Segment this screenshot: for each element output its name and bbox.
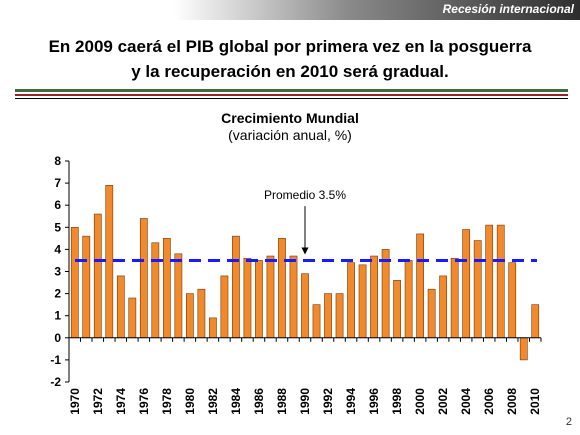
bar-1990 xyxy=(301,273,309,339)
headline-line-1: En 2009 caerá el PIB global por primera … xyxy=(48,37,532,56)
bar-2003 xyxy=(450,257,459,339)
bar-2001 xyxy=(427,288,436,339)
y-tick-label: 1 xyxy=(54,309,61,323)
banner-label: Recesión internacional xyxy=(442,2,574,16)
bar-1986 xyxy=(255,260,263,339)
bar-1989 xyxy=(289,255,298,339)
page-number: 2 xyxy=(565,416,572,428)
x-tick-label: 2010 xyxy=(528,388,542,415)
x-tick-label: 1976 xyxy=(137,388,151,415)
bar-2007 xyxy=(496,224,505,339)
y-tick-label: 4 xyxy=(54,242,61,256)
bar-1980 xyxy=(186,293,194,339)
y-tick-label: 8 xyxy=(54,154,61,168)
bar-1991 xyxy=(312,304,321,339)
y-tick-label: 3 xyxy=(54,265,61,279)
bar-1996 xyxy=(370,255,378,339)
slide-headline: En 2009 caerá el PIB global por primera … xyxy=(0,34,580,84)
x-tick-label: 2000 xyxy=(413,388,427,415)
x-tick-label: 1998 xyxy=(390,388,404,415)
bar-1974 xyxy=(116,275,125,339)
bar-1992 xyxy=(324,293,332,339)
x-tick-label: 1992 xyxy=(321,388,335,415)
bar-2009 xyxy=(519,337,528,361)
bar-2004 xyxy=(462,229,471,339)
chart-subtitle: (variación anual, %) xyxy=(228,127,352,143)
y-tick-label: 5 xyxy=(54,220,61,234)
x-tick-label: 2002 xyxy=(436,388,450,415)
divider-red xyxy=(15,94,568,96)
bar-1976 xyxy=(139,218,148,339)
x-tick-label: 1974 xyxy=(114,388,128,415)
bar-1973 xyxy=(105,185,114,339)
y-tick-label: 0 xyxy=(54,331,61,345)
bar-1972 xyxy=(93,213,102,339)
x-tick-label: 1988 xyxy=(275,388,289,415)
x-tick-label: 1972 xyxy=(91,388,105,415)
y-tick-label: -2 xyxy=(50,375,61,389)
banner-gradient xyxy=(0,0,580,20)
y-tick-label: 6 xyxy=(54,198,61,212)
bar-1985 xyxy=(243,257,252,339)
bar-1975 xyxy=(128,297,137,339)
x-tick-label: 2006 xyxy=(482,388,496,415)
y-tick-label: 7 xyxy=(54,176,61,190)
x-tick-label: 1978 xyxy=(160,388,174,415)
bar-1993 xyxy=(335,293,344,339)
bar-2005 xyxy=(473,240,482,339)
x-tick-label: 1990 xyxy=(298,388,312,415)
bar-1977 xyxy=(151,242,160,339)
divider-green xyxy=(15,89,568,92)
bars xyxy=(70,185,540,361)
x-tick-label: 1980 xyxy=(183,388,197,415)
average-label: Promedio 3.5% xyxy=(264,188,346,202)
bar-1988 xyxy=(278,238,286,339)
y-axis: -2 -1 0 1 2 3 4 5 6 7 8 xyxy=(50,154,70,389)
bar-2010 xyxy=(531,304,540,339)
bar-1971 xyxy=(82,235,91,339)
bar-1994 xyxy=(347,262,355,339)
bar-1999 xyxy=(404,260,413,339)
x-tick-label: 1984 xyxy=(229,388,243,415)
x-tick-label: 2008 xyxy=(505,388,519,415)
bar-2008 xyxy=(508,262,517,339)
x-tick-label: 1996 xyxy=(367,388,381,415)
divider-black xyxy=(15,98,568,99)
bar-1983 xyxy=(220,275,229,339)
bar-1984 xyxy=(232,235,240,339)
y-tick-label: 2 xyxy=(54,287,61,301)
bar-1987 xyxy=(266,255,275,339)
x-axis: 1970 1972 1974 1976 1978 1980 1982 1984 1986 1988… xyxy=(68,337,542,415)
bar-1998 xyxy=(393,280,401,339)
x-tick-label: 1982 xyxy=(206,388,220,415)
average-annotation: Promedio 3.5% xyxy=(75,188,537,262)
section-banner: Recesión internacional xyxy=(0,0,580,20)
bar-2000 xyxy=(416,233,424,339)
bar-1979 xyxy=(174,253,183,339)
x-tick-label: 1986 xyxy=(252,388,266,415)
x-tick-label: 1994 xyxy=(344,388,358,415)
x-tick-label: 2004 xyxy=(459,388,473,415)
chart-title: Crecimiento Mundial xyxy=(221,110,359,126)
bar-1981 xyxy=(197,288,206,339)
headline-line-2: y la recuperación en 2010 será gradual. xyxy=(131,62,449,81)
bar-1997 xyxy=(381,249,390,339)
bar-1970 xyxy=(70,227,79,339)
bar-1978 xyxy=(162,238,171,339)
bar-2002 xyxy=(439,275,448,339)
bar-1982 xyxy=(209,317,217,339)
x-tick-label: 1970 xyxy=(68,388,82,415)
average-arrow-head xyxy=(301,247,309,255)
y-tick-label: -1 xyxy=(50,353,61,367)
bar-2006 xyxy=(485,224,494,339)
bar-1995 xyxy=(358,264,367,339)
